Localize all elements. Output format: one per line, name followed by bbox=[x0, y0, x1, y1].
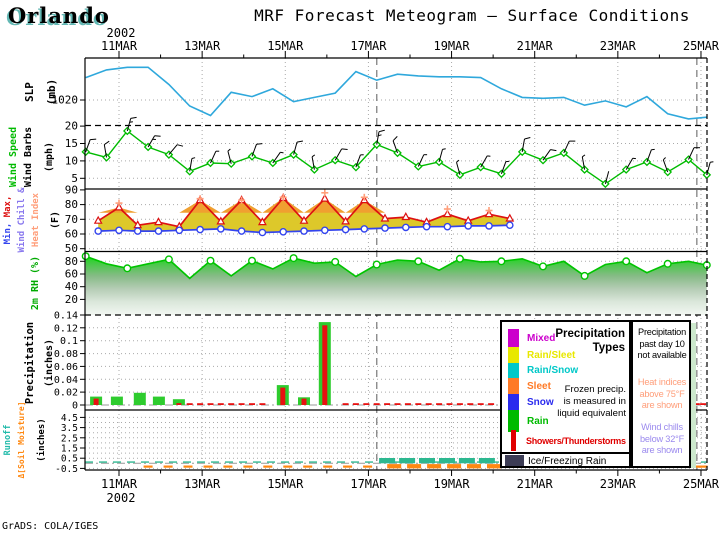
legend-label-3: Sleet bbox=[527, 381, 551, 392]
svg-text:20: 20 bbox=[65, 120, 78, 133]
forecast-notes-box: Precipitation past day 10 not available … bbox=[631, 320, 691, 468]
station-label: Orlando bbox=[8, 3, 110, 28]
legend-swatch-5 bbox=[508, 410, 519, 432]
legend-label-6: Showers/Thunderstorms bbox=[526, 436, 626, 446]
svg-text:21MAR: 21MAR bbox=[517, 477, 554, 491]
svg-text:19MAR: 19MAR bbox=[433, 477, 470, 491]
legend-frozen-note: Frozen precip. is measured in liquid equ… bbox=[557, 384, 626, 419]
svg-text:21MAR: 21MAR bbox=[517, 39, 554, 53]
note-wind-chill: Wind chills below 32°F are shown bbox=[639, 422, 685, 455]
svg-text:11MAR: 11MAR bbox=[101, 477, 138, 491]
svg-text:23MAR: 23MAR bbox=[600, 39, 637, 53]
svg-text:15MAR: 15MAR bbox=[267, 477, 304, 491]
legend-swatch-2 bbox=[508, 363, 519, 378]
svg-text:0.04: 0.04 bbox=[54, 375, 78, 386]
svg-text:20: 20 bbox=[65, 293, 78, 306]
svg-text:0.14: 0.14 bbox=[54, 311, 78, 322]
svg-text:0.5: 0.5 bbox=[61, 454, 78, 465]
legend-swatch-3 bbox=[508, 378, 519, 394]
svg-text:2002: 2002 bbox=[107, 26, 136, 40]
svg-text:3.5: 3.5 bbox=[61, 423, 78, 434]
svg-text:0.1: 0.1 bbox=[60, 336, 78, 347]
svg-text:0.02: 0.02 bbox=[54, 388, 78, 399]
legend-title: Precipitation Types bbox=[555, 328, 625, 354]
legend-label-0: Mixed bbox=[527, 333, 556, 344]
svg-text:0.12: 0.12 bbox=[54, 323, 78, 334]
svg-text:0.08: 0.08 bbox=[54, 349, 78, 360]
svg-text:19MAR: 19MAR bbox=[433, 39, 470, 53]
legend-swatch-1 bbox=[508, 347, 519, 363]
legend-label-2: Rain/Snow bbox=[527, 365, 579, 376]
svg-text:13MAR: 13MAR bbox=[184, 477, 221, 491]
legend-divider bbox=[502, 452, 629, 454]
svg-text:0.06: 0.06 bbox=[54, 362, 78, 373]
legend-swatch-7 bbox=[505, 455, 524, 466]
runoff-axis-label-1: Δ[Soil Moisture] bbox=[17, 401, 26, 479]
svg-text:23MAR: 23MAR bbox=[600, 477, 637, 491]
precip-type-legend: Precipitation Types Frozen precip. is me… bbox=[500, 320, 631, 468]
legend-label-4: Snow bbox=[527, 397, 554, 408]
svg-text:11MAR: 11MAR bbox=[101, 39, 138, 53]
grads-credit: GrADS: COLA/IGES bbox=[2, 521, 99, 532]
legend-label-1: Rain/Sleet bbox=[527, 350, 576, 361]
legend-label-5: Rain bbox=[527, 416, 549, 427]
svg-text:17MAR: 17MAR bbox=[350, 477, 387, 491]
svg-text:4.5: 4.5 bbox=[61, 413, 78, 424]
svg-text:80: 80 bbox=[65, 255, 78, 268]
svg-text:25MAR: 25MAR bbox=[683, 477, 720, 491]
svg-text:10: 10 bbox=[65, 154, 78, 167]
svg-text:80: 80 bbox=[65, 198, 78, 211]
svg-text:50: 50 bbox=[65, 242, 78, 255]
svg-text:13MAR: 13MAR bbox=[184, 39, 221, 53]
svg-text:2002: 2002 bbox=[107, 491, 136, 505]
svg-text:-0.5: -0.5 bbox=[55, 464, 78, 475]
svg-text:1.5: 1.5 bbox=[61, 444, 78, 455]
legend-swatch-4 bbox=[508, 394, 519, 410]
legend-shadow-stripe bbox=[691, 323, 696, 468]
svg-text:90: 90 bbox=[65, 183, 78, 196]
svg-text:15MAR: 15MAR bbox=[267, 39, 304, 53]
note-heat-index: Heat indices above 75°F are shown bbox=[637, 377, 687, 410]
svg-text:5: 5 bbox=[71, 172, 78, 185]
svg-text:1020: 1020 bbox=[52, 94, 79, 107]
runoff-axis-label-2: (inches) bbox=[37, 418, 47, 462]
svg-text:17MAR: 17MAR bbox=[350, 39, 387, 53]
svg-text:25MAR: 25MAR bbox=[683, 39, 720, 53]
svg-text:70: 70 bbox=[65, 213, 78, 226]
legend-swatch-6 bbox=[510, 430, 516, 451]
svg-text:15: 15 bbox=[65, 137, 78, 150]
legend-swatch-0 bbox=[508, 329, 519, 347]
svg-text:60: 60 bbox=[65, 228, 78, 241]
svg-text:60: 60 bbox=[65, 268, 78, 281]
svg-text:2.5: 2.5 bbox=[61, 433, 78, 444]
page-title: MRF Forecast Meteogram — Surface Conditi… bbox=[254, 6, 690, 25]
svg-text:40: 40 bbox=[65, 280, 78, 293]
legend-label-7: Ice/Freezing Rain bbox=[528, 456, 607, 467]
note-precip-availability: Precipitation past day 10 not available bbox=[637, 327, 687, 360]
svg-text:0: 0 bbox=[72, 401, 78, 412]
